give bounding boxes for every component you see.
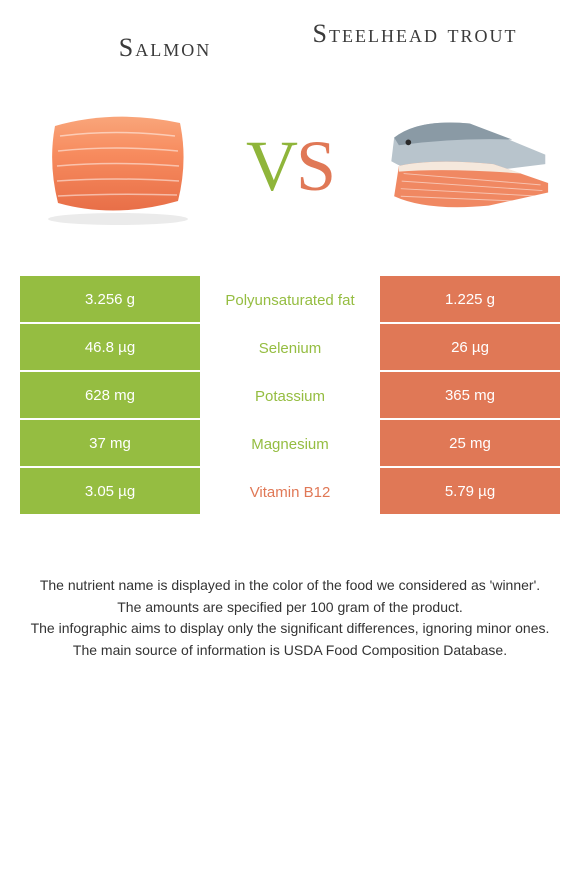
left-food-title: Salmon (40, 20, 290, 76)
table-row: 37 mgMagnesium25 mg (20, 420, 560, 468)
header: Salmon Steelhead trout (0, 0, 580, 76)
left-value: 628 mg (20, 372, 200, 420)
left-value: 3.05 µg (20, 468, 200, 516)
nutrient-label: Potassium (200, 372, 380, 420)
table-row: 3.05 µgVitamin B125.79 µg (20, 468, 560, 516)
salmon-image (30, 96, 200, 236)
footnote-line: The amounts are specified per 100 gram o… (24, 598, 556, 618)
images-row: VS (0, 76, 580, 276)
left-value: 37 mg (20, 420, 200, 468)
right-food-title: Steelhead trout (290, 20, 540, 48)
left-value: 46.8 µg (20, 324, 200, 372)
left-value: 3.256 g (20, 276, 200, 324)
nutrient-label: Polyunsaturated fat (200, 276, 380, 324)
right-value: 25 mg (380, 420, 560, 468)
nutrient-label: Magnesium (200, 420, 380, 468)
table-row: 3.256 gPolyunsaturated fat1.225 g (20, 276, 560, 324)
vs-s-letter: S (296, 126, 334, 206)
table-row: 628 mgPotassium365 mg (20, 372, 560, 420)
right-value: 1.225 g (380, 276, 560, 324)
footnotes: The nutrient name is displayed in the co… (0, 576, 580, 660)
footnote-line: The nutrient name is displayed in the co… (24, 576, 556, 596)
trout-image (380, 96, 550, 236)
vs-label: VS (246, 125, 334, 208)
footnote-line: The main source of information is USDA F… (24, 641, 556, 661)
nutrient-label: Selenium (200, 324, 380, 372)
right-value: 5.79 µg (380, 468, 560, 516)
table-row: 46.8 µgSelenium26 µg (20, 324, 560, 372)
right-value: 26 µg (380, 324, 560, 372)
footnote-line: The infographic aims to display only the… (24, 619, 556, 639)
nutrient-label: Vitamin B12 (200, 468, 380, 516)
vs-v-letter: V (246, 126, 296, 206)
right-value: 365 mg (380, 372, 560, 420)
nutrient-table: 3.256 gPolyunsaturated fat1.225 g46.8 µg… (20, 276, 560, 516)
